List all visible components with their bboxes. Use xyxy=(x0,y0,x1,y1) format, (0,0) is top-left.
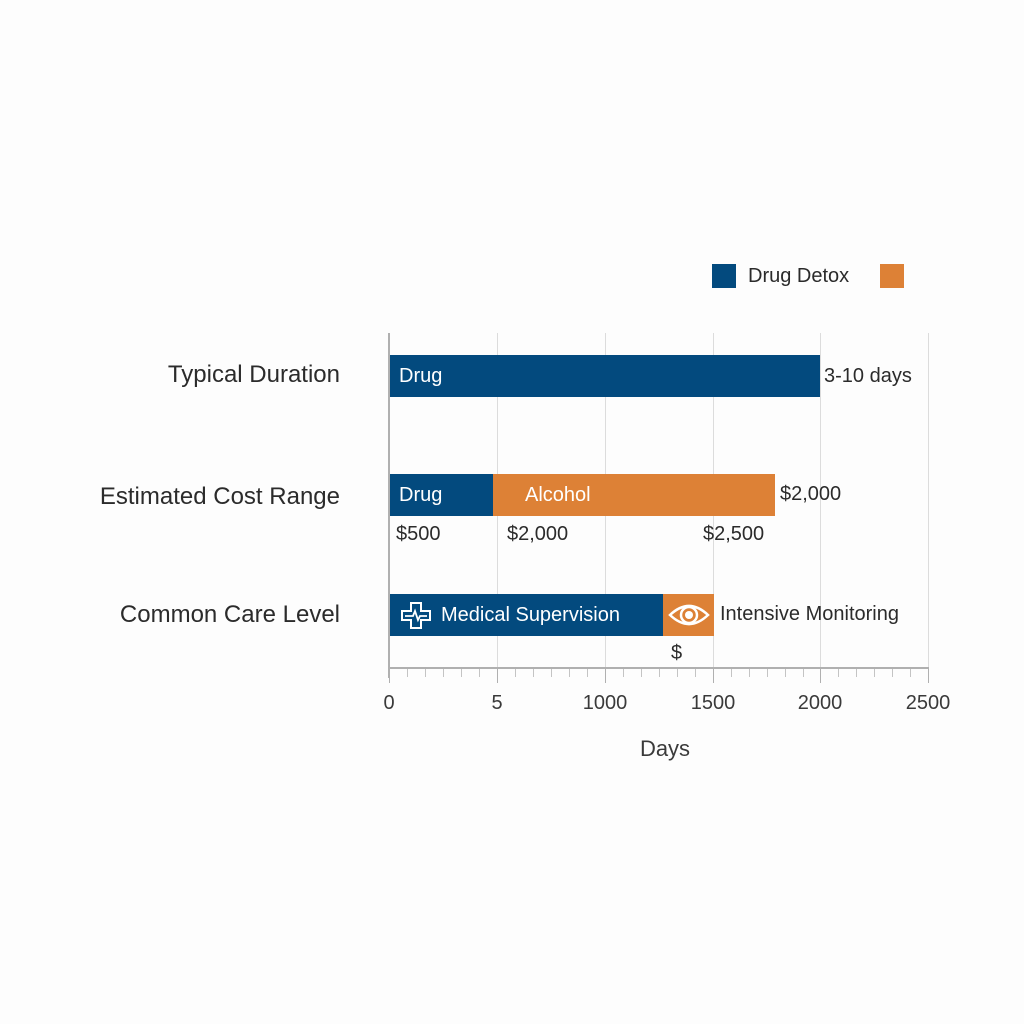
care-sub-label: $ xyxy=(671,642,683,664)
x-tick-label: 0 xyxy=(383,692,395,714)
minor-tick xyxy=(838,669,839,677)
value-label-cost-end: $2,000 xyxy=(780,483,842,505)
legend-swatch-drug xyxy=(712,264,736,288)
major-tick xyxy=(497,669,498,683)
major-tick xyxy=(928,669,929,683)
minor-tick xyxy=(515,669,516,677)
minor-tick xyxy=(910,669,911,677)
minor-tick xyxy=(767,669,768,677)
minor-tick xyxy=(407,669,408,677)
gridline xyxy=(820,333,821,668)
x-tick-label: 5 xyxy=(491,692,503,714)
value-label-care: Intensive Monitoring xyxy=(720,603,899,625)
bar-label: Medical Supervision xyxy=(441,603,620,626)
value-label-duration: 3-10 days xyxy=(824,365,912,387)
minor-tick xyxy=(874,669,875,677)
minor-tick xyxy=(533,669,534,677)
legend-label-drug: Drug Detox xyxy=(748,265,850,287)
gridline xyxy=(928,333,929,668)
y-axis-line xyxy=(388,333,390,678)
bar-cost-drug: Drug xyxy=(389,474,493,516)
bar-care-alcohol xyxy=(663,594,714,636)
x-tick-label: 2000 xyxy=(797,692,843,714)
eye-icon xyxy=(667,600,711,630)
x-axis-line xyxy=(388,667,929,669)
minor-tick xyxy=(749,669,750,677)
bar-duration-drug: Drug xyxy=(389,355,820,397)
minor-tick xyxy=(479,669,480,677)
bar-label: Drug xyxy=(399,364,443,387)
medical-cross-heartbeat-icon xyxy=(399,600,433,630)
minor-tick xyxy=(695,669,696,677)
minor-tick xyxy=(641,669,642,677)
minor-tick xyxy=(623,669,624,677)
minor-tick xyxy=(785,669,786,677)
cost-sub-label: $500 xyxy=(396,523,441,545)
minor-tick xyxy=(659,669,660,677)
minor-tick xyxy=(461,669,462,677)
major-tick xyxy=(820,669,821,683)
x-tick-label: 2500 xyxy=(905,692,951,714)
bar-cost-alcohol: Alcohol xyxy=(493,474,775,516)
major-tick xyxy=(605,669,606,683)
category-label-cost: Estimated Cost Range xyxy=(99,483,340,510)
x-axis-title: Days xyxy=(639,736,691,761)
minor-tick xyxy=(856,669,857,677)
bar-care-drug: Medical Supervision xyxy=(389,594,663,636)
minor-tick xyxy=(731,669,732,677)
cost-sub-label: $2,000 xyxy=(507,523,569,545)
bar-label: Drug xyxy=(399,483,443,506)
minor-tick xyxy=(803,669,804,677)
cost-sub-label: $2,500 xyxy=(703,523,765,545)
minor-tick xyxy=(443,669,444,677)
category-label-care: Common Care Level xyxy=(119,601,340,628)
minor-tick xyxy=(892,669,893,677)
minor-tick xyxy=(587,669,588,677)
minor-tick xyxy=(569,669,570,677)
minor-tick xyxy=(425,669,426,677)
x-tick-label: 1000 xyxy=(582,692,628,714)
major-tick xyxy=(389,669,390,683)
major-tick xyxy=(713,669,714,683)
x-tick-label: 1500 xyxy=(690,692,736,714)
bar-label: Alcohol xyxy=(525,483,591,506)
minor-tick xyxy=(551,669,552,677)
legend-swatch-alcohol xyxy=(880,264,904,288)
minor-tick xyxy=(677,669,678,677)
category-label-duration: Typical Duration xyxy=(167,361,340,388)
